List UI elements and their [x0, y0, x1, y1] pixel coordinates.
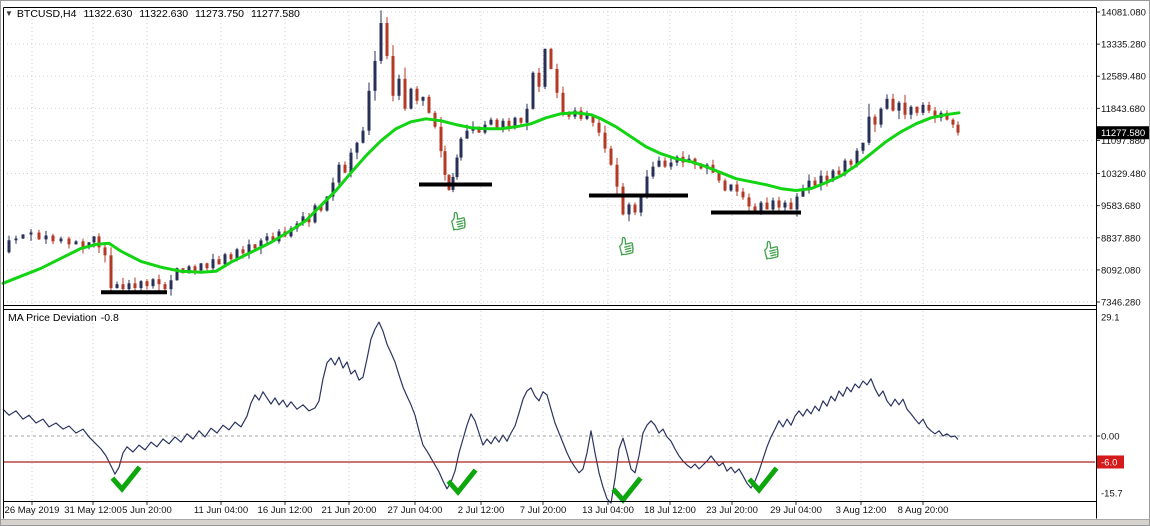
quote-open: 11322.630 [83, 8, 133, 20]
svg-text:11097.880: 11097.880 [1101, 136, 1145, 147]
checkmark-icon [747, 466, 779, 494]
time-label: 27 Jun 04:00 [387, 505, 443, 516]
svg-text:14081.080: 14081.080 [1101, 8, 1146, 19]
chart-title-row: ▼ BTCUSD,H4 11322.630 11322.630 11273.750 112… [5, 8, 300, 20]
svg-text:0.00: 0.00 [1101, 432, 1120, 443]
svg-text:10329.480: 10329.480 [1101, 169, 1146, 180]
time-label: 13 Jul 04:00 [582, 505, 634, 516]
quote-close: 11277.580 [251, 8, 300, 20]
svg-text:-6.0: -6.0 [1101, 457, 1117, 468]
thumb-up-icon [618, 236, 634, 256]
time-label: 29 Jul 04:00 [770, 505, 822, 516]
indicator-title: MA Price Deviation -0.8 [8, 312, 119, 324]
checkmark-icon [611, 476, 643, 504]
symbol-period-label: BTCUSD,H4 [16, 8, 77, 20]
quote-low: 11273.750 [195, 8, 245, 20]
indicator-name-label: MA Price Deviation [8, 312, 97, 324]
bottom-scroll-strip [1, 519, 1149, 525]
time-label: 26 May 2019 [4, 505, 60, 516]
indicator-value-label: -0.8 [100, 312, 119, 324]
grid [3, 11, 1095, 500]
time-label: 18 Jul 12:00 [644, 505, 696, 516]
deviation-panel [2, 321, 1095, 504]
quote-high: 11322.630 [139, 8, 189, 20]
level-tag [1097, 455, 1124, 469]
symbol-dropdown-icon[interactable]: ▼ [5, 9, 13, 18]
svg-text:-15.7: -15.7 [1101, 489, 1123, 500]
svg-text:29.1: 29.1 [1101, 313, 1120, 324]
time-label: 5 Jun 20:00 [122, 505, 172, 516]
time-label: 23 Jul 20:00 [706, 505, 758, 516]
time-label: 8 Aug 20:00 [897, 505, 949, 516]
time-label: 2 Jul 12:00 [457, 505, 505, 516]
price-axis[interactable]: 14081.080 13335.280 12589.480 11843.680 1109… [1096, 8, 1150, 309]
time-label: 7 Jul 20:00 [519, 505, 567, 516]
time-label: 21 Jun 20:00 [321, 505, 377, 516]
svg-text:11277.580: 11277.580 [1101, 128, 1145, 139]
svg-text:8092.080: 8092.080 [1101, 265, 1141, 276]
checkmark-icon [110, 465, 142, 493]
support-line-segments[interactable] [101, 182, 801, 295]
deviation-line [2, 321, 959, 504]
current-price-tag [1097, 126, 1149, 140]
time-label: 16 Jun 12:00 [257, 505, 313, 516]
svg-text:13335.280: 13335.280 [1101, 40, 1146, 51]
time-label: 3 Aug 12:00 [835, 505, 887, 516]
time-label: 31 May 12:00 [64, 505, 122, 516]
candlestick-series [7, 10, 960, 296]
svg-text:8837.880: 8837.880 [1101, 233, 1141, 244]
thumbs-up-marks [450, 211, 779, 260]
deviation-axis[interactable]: 29.1 0.00 -15.7 -6.0 [1096, 313, 1124, 500]
checkmark-icon [446, 468, 478, 496]
svg-text:9583.680: 9583.680 [1101, 201, 1141, 212]
svg-text:12589.480: 12589.480 [1101, 72, 1146, 83]
svg-text:11843.680: 11843.680 [1101, 104, 1145, 115]
thumb-up-icon [450, 211, 466, 231]
checkmark-annotations [110, 465, 779, 504]
moving-average-line [1, 111, 961, 285]
time-label: 11 Jun 04:00 [193, 505, 249, 516]
svg-text:7346.280: 7346.280 [1101, 298, 1141, 309]
time-axis[interactable]: 26 May 2019 31 May 12:00 5 Jun 20:00 11 Jun… [1, 504, 1096, 519]
thumb-up-icon [763, 240, 779, 260]
panel-borders [3, 7, 1097, 519]
